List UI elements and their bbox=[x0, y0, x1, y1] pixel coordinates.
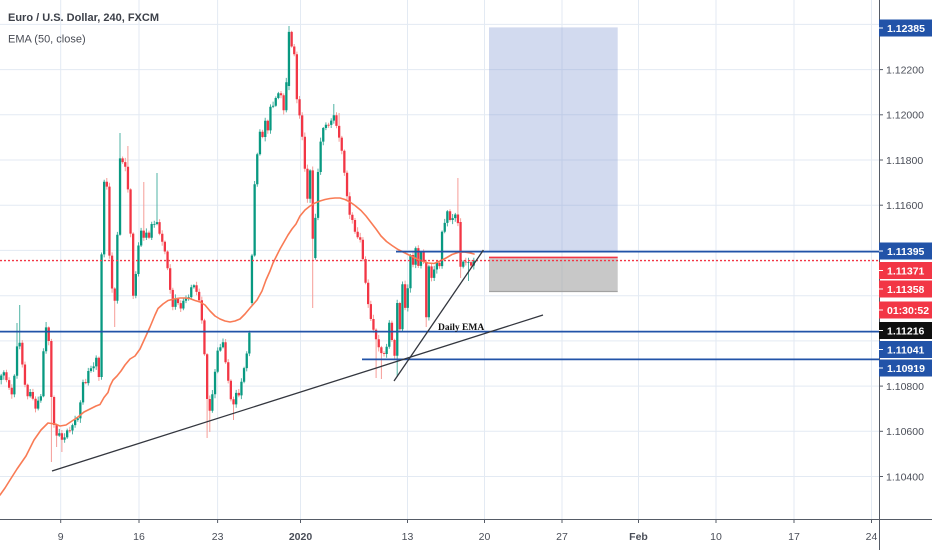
svg-text:24: 24 bbox=[866, 531, 878, 543]
svg-text:Feb: Feb bbox=[629, 531, 648, 543]
svg-text:Euro / U.S. Dollar, 240, FXCM: Euro / U.S. Dollar, 240, FXCM bbox=[8, 12, 159, 24]
svg-text:1.12385: 1.12385 bbox=[887, 23, 925, 35]
svg-text:1.11216: 1.11216 bbox=[887, 326, 925, 338]
svg-text:16: 16 bbox=[133, 531, 145, 543]
svg-text:17: 17 bbox=[788, 531, 800, 543]
svg-text:1.11600: 1.11600 bbox=[886, 200, 923, 212]
svg-text:1.10800: 1.10800 bbox=[886, 381, 924, 393]
svg-text:EMA (50, close): EMA (50, close) bbox=[8, 34, 86, 46]
svg-text:1.11358: 1.11358 bbox=[887, 284, 925, 296]
svg-text:1.11371: 1.11371 bbox=[887, 266, 925, 278]
svg-text:10: 10 bbox=[710, 531, 722, 543]
svg-text:1.12000: 1.12000 bbox=[886, 110, 924, 122]
svg-text:1.10400: 1.10400 bbox=[886, 471, 924, 483]
svg-text:13: 13 bbox=[402, 531, 414, 543]
svg-text:20: 20 bbox=[479, 531, 491, 543]
svg-text:9: 9 bbox=[58, 531, 64, 543]
svg-text:01:30:52: 01:30:52 bbox=[887, 305, 929, 317]
svg-text:1.10919: 1.10919 bbox=[887, 363, 925, 375]
svg-text:1.11800: 1.11800 bbox=[886, 155, 923, 167]
svg-text:27: 27 bbox=[556, 531, 568, 543]
svg-text:1.11395: 1.11395 bbox=[887, 246, 925, 258]
svg-text:23: 23 bbox=[212, 531, 224, 543]
svg-text:1.10600: 1.10600 bbox=[886, 426, 924, 438]
svg-text:2020: 2020 bbox=[289, 531, 313, 543]
svg-text:Daily EMA: Daily EMA bbox=[438, 323, 484, 333]
svg-text:1.12200: 1.12200 bbox=[886, 64, 924, 76]
svg-text:1.11041: 1.11041 bbox=[887, 345, 925, 357]
